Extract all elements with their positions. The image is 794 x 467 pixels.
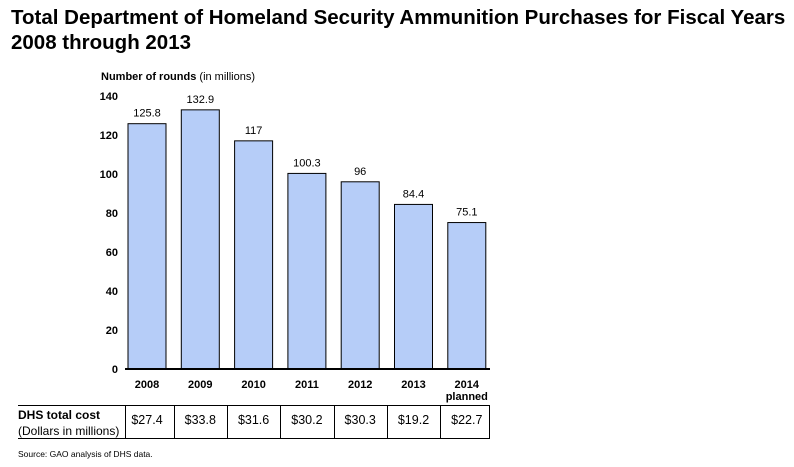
bar [394,203,433,370]
bar [287,172,327,370]
bar-value-label: 75.1 [456,207,477,219]
chart-title: Total Department of Homeland Security Am… [11,6,786,54]
bar-value-label: 96 [354,166,366,178]
y-tick-label: 80 [106,208,118,220]
bar-value-label: 100.3 [293,157,321,169]
x-tick-label: 2013 [401,379,425,391]
bar [127,123,167,370]
bar [234,140,274,370]
x-tick-label: 2009 [188,379,212,391]
bar [340,181,380,370]
y-tick-label: 60 [106,247,118,259]
x-tick-label: 2008 [135,379,159,391]
y-tick-label: 0 [112,364,118,376]
x-tick-label: 2010 [241,379,265,391]
y-axis-label: Number of rounds (in millions) [101,71,255,83]
y-axis-ticks: 0 20 40 60 80 100 120 140 [100,91,118,376]
bar-value-label: 117 [245,125,263,137]
y-tick-label: 100 [100,169,118,181]
y-tick-label: 20 [106,325,118,337]
x-tick-label: 2011 [295,379,319,391]
bar-value-label: 84.4 [403,188,424,200]
source-note: Source: GAO analysis of DHS data. [18,449,153,459]
y-tick-label: 140 [100,91,118,103]
y-tick-label: 40 [106,286,118,298]
x-tick-label: 2014 [455,379,480,391]
y-tick-label: 120 [100,130,118,142]
bars: 125.8 132.9 117 100.3 96 84.4 75.1 [125,94,490,370]
x-tick-sublabel: planned [446,391,488,403]
y-axis-label-text: Number of rounds [101,71,197,83]
x-tick-label: 2012 [348,379,372,391]
bar-value-label: 125.8 [133,108,161,120]
bar-value-label: 132.9 [187,94,215,106]
bar [180,109,220,370]
bar [447,222,487,370]
y-axis-unit: (in millions) [199,71,256,83]
